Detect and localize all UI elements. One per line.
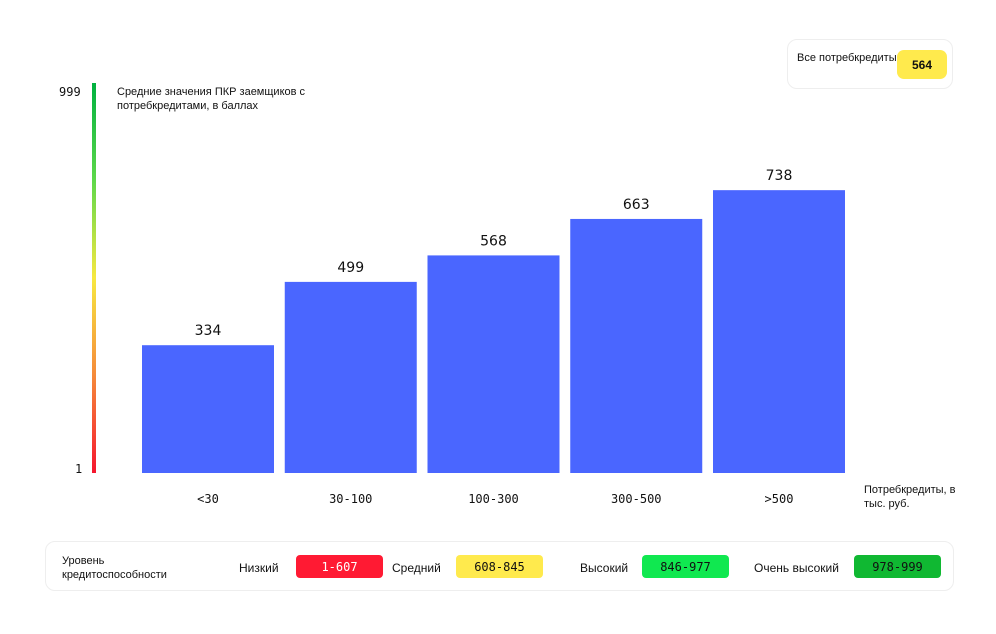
- bar-value-label-3: 663: [623, 197, 650, 213]
- x-axis-label: Потребкредиты, в тыс. руб.: [864, 484, 956, 510]
- bar-0: [142, 345, 274, 473]
- legend-range-very-high: 978-999: [854, 555, 941, 578]
- bar-value-label-2: 568: [480, 233, 507, 249]
- category-label-4: >500: [765, 492, 794, 506]
- all-loans-summary: Все потребкредиты 564: [787, 39, 953, 89]
- bar-value-label-1: 499: [337, 260, 364, 276]
- legend-range-high: 846-977: [642, 555, 729, 578]
- bar-value-label-0: 334: [195, 323, 222, 339]
- y-axis-label: Средние значения ПКР заемщиков с потребк…: [117, 86, 306, 112]
- legend-range-low: 1-607: [296, 555, 383, 578]
- legend-name-medium: Средний: [392, 561, 441, 575]
- category-label-2: 100-300: [468, 492, 519, 506]
- creditworthiness-legend: Уровень кредитоспособности Низкий 1-607 …: [45, 541, 954, 591]
- y-tick-top: 999: [59, 85, 81, 99]
- score-gradient-bar: [92, 83, 96, 473]
- bar-value-label-4: 738: [766, 168, 793, 184]
- bar-2: [427, 255, 560, 473]
- category-label-3: 300-500: [611, 492, 662, 506]
- legend-range-medium: 608-845: [456, 555, 543, 578]
- legend-title: Уровень кредитоспособности: [62, 555, 167, 581]
- bar-1: [284, 281, 417, 473]
- legend-name-low: Низкий: [239, 561, 279, 575]
- bar-4: [713, 190, 845, 473]
- all-loans-label: Все потребкредиты: [797, 52, 897, 64]
- category-label-0: <30: [197, 492, 219, 506]
- legend-name-high: Высокий: [580, 561, 629, 575]
- all-loans-value: 564: [897, 50, 947, 79]
- category-label-1: 30-100: [329, 492, 372, 506]
- y-tick-bottom: 1: [75, 462, 83, 476]
- bar-3: [570, 218, 703, 473]
- legend-name-very-high: Очень высокий: [754, 561, 839, 575]
